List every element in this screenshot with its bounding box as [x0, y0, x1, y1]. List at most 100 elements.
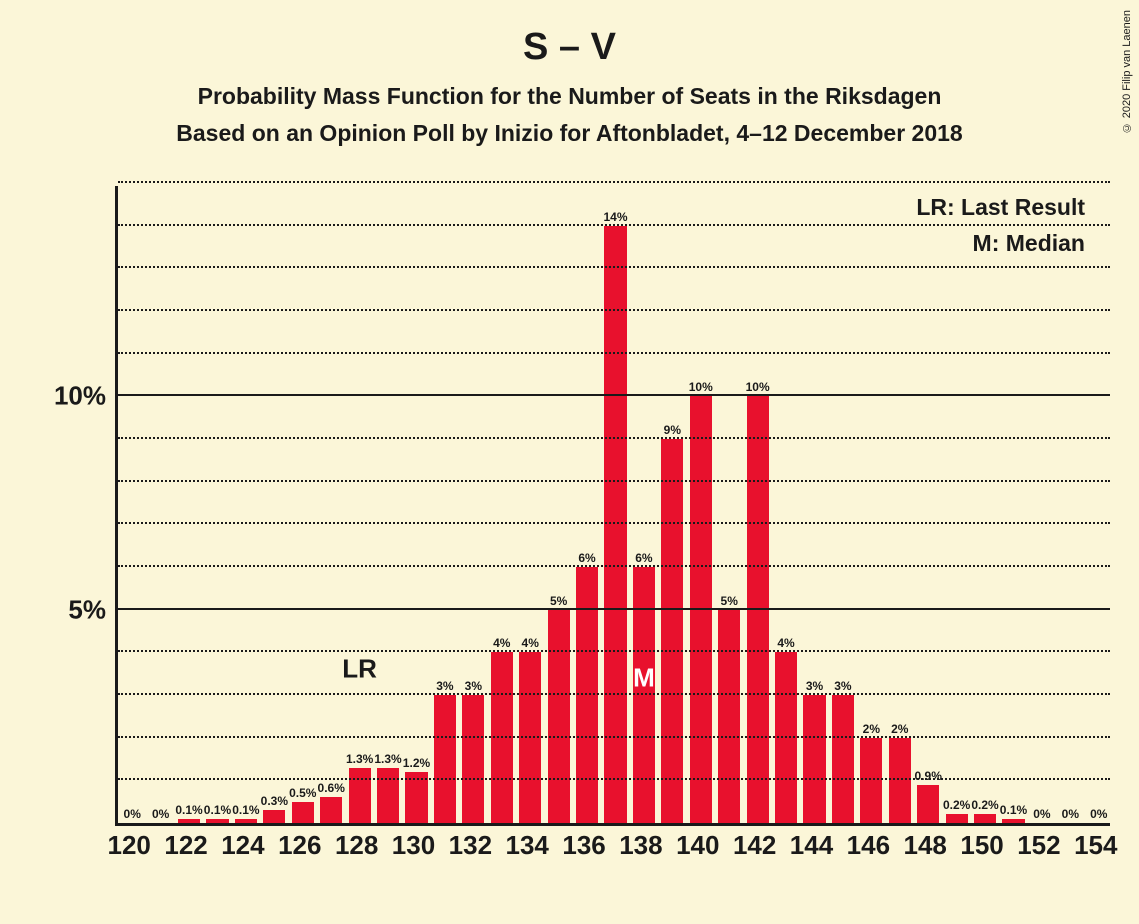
gridline-minor — [118, 565, 1110, 567]
plot-area: 0%0%0.1%0.1%0.1%0.3%0.5%0.6%1.3%1.3%1.2%… — [115, 186, 1110, 826]
gridline-minor — [118, 352, 1110, 354]
bar: 0.6% — [320, 797, 342, 823]
gridline-major — [118, 394, 1110, 396]
x-axis: 1201221241261281301321341361381401421441… — [115, 830, 1110, 874]
bar-value-label: 1.3% — [374, 752, 401, 766]
bar: 0.1% — [206, 819, 228, 823]
bar: 0.1% — [1002, 819, 1024, 823]
gridline-major — [118, 608, 1110, 610]
bar-value-label: 0.1% — [1000, 803, 1027, 817]
bar-value-label: 0.1% — [232, 803, 259, 817]
gridline-minor — [118, 693, 1110, 695]
x-axis-label: 132 — [449, 830, 492, 861]
bar-value-label: 3% — [436, 679, 453, 693]
x-axis-label: 134 — [506, 830, 549, 861]
gridline-minor — [118, 736, 1110, 738]
x-axis-label: 122 — [164, 830, 207, 861]
bar: 4% — [519, 652, 541, 823]
x-axis-label: 136 — [562, 830, 605, 861]
gridline-minor — [118, 309, 1110, 311]
x-axis-label: 128 — [335, 830, 378, 861]
bar-value-label: 0% — [152, 807, 169, 821]
bar-value-label: 0% — [124, 807, 141, 821]
x-axis-label: 138 — [619, 830, 662, 861]
bar: 0.1% — [178, 819, 200, 823]
bar-value-label: 6% — [635, 551, 652, 565]
x-axis-label: 130 — [392, 830, 435, 861]
bar-value-label: 5% — [721, 594, 738, 608]
bar-value-label: 9% — [664, 423, 681, 437]
y-axis-label: 5% — [68, 594, 106, 625]
annotation-last-result: LR — [342, 654, 377, 685]
chart-title: S – V — [0, 26, 1139, 69]
x-axis-label: 150 — [960, 830, 1003, 861]
bar: 1.3% — [377, 768, 399, 823]
x-axis-label: 142 — [733, 830, 776, 861]
bar-value-label: 0% — [1062, 807, 1079, 821]
gridline-minor — [118, 650, 1110, 652]
bar-value-label: 10% — [746, 380, 770, 394]
bar-value-label: 1.3% — [346, 752, 373, 766]
x-axis-label: 140 — [676, 830, 719, 861]
bar: 9% — [661, 439, 683, 823]
x-axis-label: 152 — [1017, 830, 1060, 861]
gridline-minor — [118, 181, 1110, 183]
bar-value-label: 0.1% — [204, 803, 231, 817]
annotation-median: M — [633, 662, 655, 693]
x-axis-label: 144 — [790, 830, 833, 861]
x-axis-label: 124 — [221, 830, 264, 861]
bar-value-label: 6% — [578, 551, 595, 565]
bars-container: 0%0%0.1%0.1%0.1%0.3%0.5%0.6%1.3%1.3%1.2%… — [118, 186, 1110, 823]
bar-value-label: 0.3% — [261, 794, 288, 808]
bar: 3% — [803, 695, 825, 823]
x-axis-label: 146 — [847, 830, 890, 861]
chart-subtitle-1: Probability Mass Function for the Number… — [0, 83, 1139, 110]
bar: 6% — [633, 567, 655, 823]
bar: 4% — [491, 652, 513, 823]
copyright: © 2020 Filip van Laenen — [1121, 10, 1133, 133]
bar: 5% — [718, 610, 740, 823]
bar-value-label: 4% — [493, 636, 510, 650]
bar-value-label: 2% — [863, 722, 880, 736]
bar: 5% — [548, 610, 570, 823]
gridline-minor — [118, 266, 1110, 268]
bar: 0.3% — [263, 810, 285, 823]
bar-value-label: 0% — [1033, 807, 1050, 821]
x-axis-label: 154 — [1074, 830, 1117, 861]
x-axis-label: 126 — [278, 830, 321, 861]
gridline-minor — [118, 480, 1110, 482]
y-axis-label: 10% — [54, 381, 106, 412]
bar: 6% — [576, 567, 598, 823]
bar-value-label: 0.1% — [175, 803, 202, 817]
bar: 0.1% — [235, 819, 257, 823]
bar-value-label: 3% — [465, 679, 482, 693]
bar-value-label: 4% — [522, 636, 539, 650]
bar-value-label: 14% — [603, 210, 627, 224]
gridline-minor — [118, 224, 1110, 226]
bar: 1.3% — [349, 768, 371, 823]
bar: 0.2% — [974, 814, 996, 823]
bar-value-label: 0.9% — [915, 769, 942, 783]
chart: LR: Last Result M: Median 0%0%0.1%0.1%0.… — [35, 186, 1110, 866]
bar-value-label: 0.2% — [943, 798, 970, 812]
bar: 0.9% — [917, 785, 939, 823]
chart-subtitle-2: Based on an Opinion Poll by Inizio for A… — [0, 120, 1139, 147]
bar-value-label: 5% — [550, 594, 567, 608]
bar: 10% — [690, 396, 712, 823]
bar: 3% — [462, 695, 484, 823]
gridline-minor — [118, 778, 1110, 780]
chart-titles: S – V Probability Mass Function for the … — [0, 0, 1139, 147]
bar: 3% — [434, 695, 456, 823]
bar: 0.5% — [292, 802, 314, 823]
bar: 4% — [775, 652, 797, 823]
gridline-minor — [118, 437, 1110, 439]
bar-value-label: 2% — [891, 722, 908, 736]
bar-value-label: 0.5% — [289, 786, 316, 800]
bar-value-label: 1.2% — [403, 756, 430, 770]
gridline-minor — [118, 522, 1110, 524]
bar: 0.2% — [946, 814, 968, 823]
x-axis-label: 120 — [108, 830, 151, 861]
bar-value-label: 3% — [806, 679, 823, 693]
bar-value-label: 0% — [1090, 807, 1107, 821]
bar: 3% — [832, 695, 854, 823]
